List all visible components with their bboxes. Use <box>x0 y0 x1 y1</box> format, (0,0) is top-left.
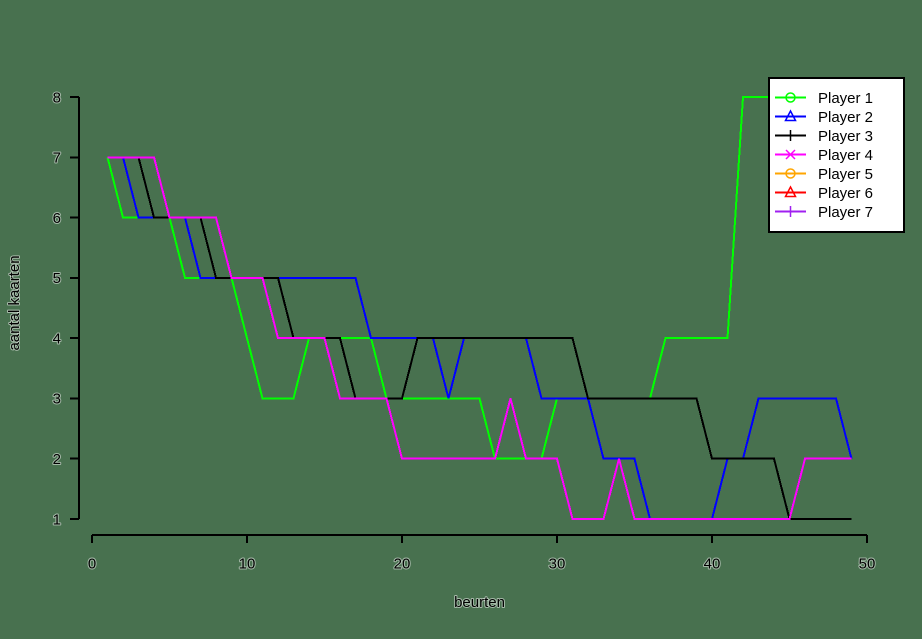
legend-triangle-up-icon <box>784 185 797 198</box>
legend-item-player-2: Player 2 <box>775 109 873 126</box>
x-tick-label-50: 50 <box>859 555 876 572</box>
legend-item-player-4: Player 4 <box>775 147 873 164</box>
series-lines <box>106 96 853 520</box>
legend-label-player-3: Player 3 <box>818 128 873 145</box>
x-tick-label-40: 40 <box>704 555 721 572</box>
y-tick-label-2: 2 <box>53 451 61 468</box>
series-line-player-3 <box>107 156 852 520</box>
legend-item-player-1: Player 1 <box>775 90 873 107</box>
legend-label-player-1: Player 1 <box>818 90 873 107</box>
x-tick-label-30: 30 <box>549 555 566 572</box>
legend-x-icon <box>785 149 796 160</box>
legend-item-player-6: Player 6 <box>775 185 873 202</box>
y-axis-title: aantal kaarten <box>6 255 23 350</box>
legend-item-player-3: Player 3 <box>775 128 873 145</box>
legend-label-player-7: Player 7 <box>818 204 873 221</box>
x-tick-label-0: 0 <box>88 555 96 572</box>
series-line-player-4 <box>107 156 852 520</box>
x-tick-label-20: 20 <box>394 555 411 572</box>
legend: Player 1 Player 2 Player 3 Player 4 Player 5… <box>768 77 905 233</box>
legend-label-player-4: Player 4 <box>818 147 873 164</box>
legend-circle-icon <box>785 92 796 103</box>
y-tick-label-1: 1 <box>53 511 61 528</box>
x-tick-label-10: 10 <box>239 555 256 572</box>
x-axis-title: beurten <box>454 594 505 611</box>
legend-item-player-7: Player 7 <box>775 204 873 221</box>
legend-label-player-2: Player 2 <box>818 109 873 126</box>
y-tick-label-4: 4 <box>53 330 61 347</box>
legend-plus-icon <box>785 206 796 217</box>
y-tick-label-7: 7 <box>53 150 61 167</box>
legend-item-player-5: Player 5 <box>775 166 873 183</box>
legend-triangle-up-icon <box>784 109 797 122</box>
y-tick-label-5: 5 <box>53 270 61 287</box>
legend-plus-icon <box>785 130 796 141</box>
y-tick-label-6: 6 <box>53 210 61 227</box>
axes: 0 10 20 30 40 50 1 2 3 4 5 6 7 8 <box>52 88 877 573</box>
legend-label-player-6: Player 6 <box>818 185 873 202</box>
y-tick-label-3: 3 <box>53 391 61 408</box>
legend-label-player-5: Player 5 <box>818 166 873 183</box>
legend-circle-icon <box>785 168 796 179</box>
y-tick-label-8: 8 <box>53 89 61 106</box>
